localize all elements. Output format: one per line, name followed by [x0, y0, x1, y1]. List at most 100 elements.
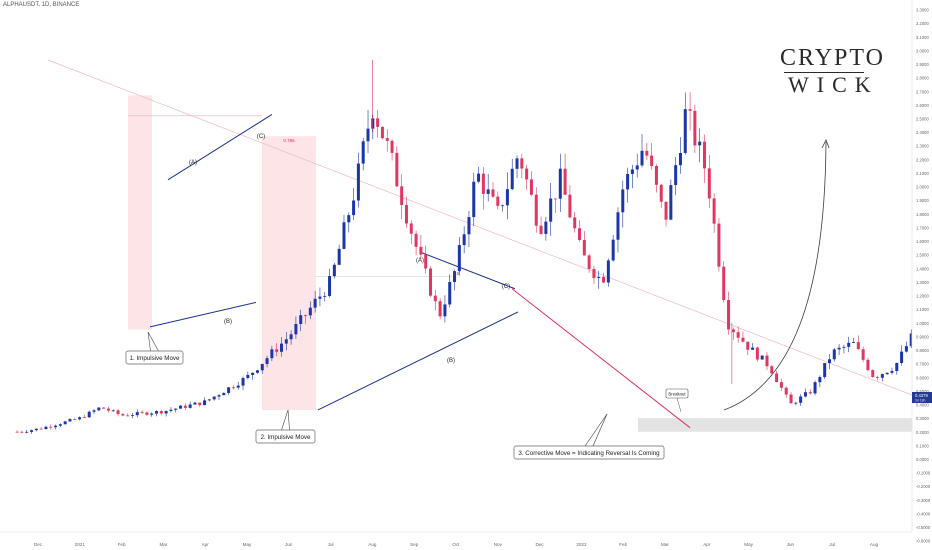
- candle-body: [703, 141, 707, 169]
- candle-body: [549, 198, 553, 222]
- candle-body: [347, 215, 351, 223]
- time-tick-label: Jun: [787, 542, 795, 547]
- candle-body: [808, 392, 812, 394]
- time-tick-label: Apr: [202, 542, 210, 547]
- callout-pointer: [281, 409, 289, 431]
- price-tick-label: 1.0000: [916, 321, 929, 326]
- candle-body: [87, 411, 91, 418]
- callout-box: [255, 429, 316, 444]
- price-tick-label: 0.2000: [916, 430, 929, 435]
- price-tick-label: 1.1000: [916, 307, 929, 312]
- candle-body: [496, 196, 500, 206]
- candle-body: [251, 372, 255, 375]
- price-tick-label: 0.3000: [916, 416, 929, 421]
- candle-body: [361, 141, 365, 164]
- candle-body: [44, 426, 48, 430]
- candle-body: [78, 417, 82, 420]
- price-tick-label: 2.2000: [916, 157, 929, 162]
- time-tick-label: Dec: [34, 542, 43, 547]
- candle-body: [342, 222, 346, 249]
- candle-body: [25, 431, 29, 433]
- price-tick-label: 1.3000: [916, 280, 929, 285]
- time-tick-label: Nov: [494, 542, 503, 547]
- price-tick-label: 3.1000: [916, 35, 929, 40]
- candle-body: [433, 295, 437, 302]
- price-tick-label: -0.1000: [916, 471, 931, 476]
- candle-body: [799, 396, 803, 403]
- candle-body: [909, 333, 913, 347]
- candle-body: [621, 189, 625, 213]
- price-tick-label: 2.1000: [916, 171, 929, 176]
- candle-body: [183, 405, 187, 408]
- price-tick-label: 1.2000: [916, 294, 929, 299]
- candle-body: [789, 394, 793, 404]
- candle-body: [203, 400, 207, 406]
- candle-body: [558, 168, 562, 199]
- candle-body: [97, 407, 101, 411]
- candle-body: [68, 419, 72, 422]
- candle-body: [102, 407, 106, 409]
- price-tick-label: 1.6000: [916, 239, 929, 244]
- candle-body: [861, 349, 865, 360]
- candle-body: [481, 173, 485, 194]
- time-axis[interactable]: Dec 2021 Feb Mar Apr May Jun Jul Aug Sep Oct Nov Dec…: [0, 531, 912, 547]
- time-tick-label: Oct: [452, 542, 460, 547]
- price-tick-label: 0.7000: [916, 362, 929, 367]
- callout-corrective-move: 3. Corrective Move = Indicating Reversal…: [518, 450, 660, 457]
- candle-body: [717, 223, 721, 267]
- price-tick-label: 0.0000: [916, 457, 929, 462]
- price-tick-label: 1.8000: [916, 212, 929, 217]
- impulse-zone-2: [262, 136, 316, 410]
- price-tick-label: 0.8000: [916, 348, 929, 353]
- candle-body: [529, 179, 533, 195]
- candle-body: [654, 165, 658, 185]
- candle-body: [467, 217, 471, 235]
- candle-body: [592, 268, 596, 279]
- candle-body: [376, 118, 380, 127]
- candle-body: [794, 402, 798, 404]
- candle-body: [501, 205, 505, 207]
- price-tick-label: 1.4000: [916, 266, 929, 271]
- candle-body: [765, 355, 769, 367]
- projection-arrowhead: [821, 139, 830, 149]
- callout-pointer: [287, 409, 290, 431]
- candle-body: [823, 362, 827, 378]
- fib-label: 0.786: [283, 138, 295, 143]
- last-price-value: 0.4379: [915, 393, 928, 398]
- candle-body: [380, 126, 384, 139]
- candle-body: [688, 109, 692, 111]
- time-tick-label: Jul: [829, 542, 835, 547]
- candle-body: [106, 408, 110, 411]
- candle-body: [438, 301, 442, 317]
- candle-body: [111, 410, 115, 412]
- candle-body: [82, 417, 86, 419]
- candle-body: [179, 405, 183, 409]
- candle-body: [34, 428, 38, 431]
- candle-body: [193, 402, 197, 405]
- price-axis[interactable]: 3.60003.50003.40003.30003.20003.10003.00…: [911, 0, 932, 550]
- time-tick-label: Aug: [870, 542, 879, 547]
- ticker-label: ALPHAUSDT, 1D, BINANCE: [3, 2, 80, 8]
- price-tick-label: 1.9000: [916, 198, 929, 203]
- candle-body: [746, 341, 750, 350]
- annotations: (A) (B) (C) (A) (B) (C) 0.786 0.5 1. Impulsive M…: [125, 134, 932, 460]
- price-tick-label: 3.3000: [916, 8, 929, 13]
- candle-body: [832, 349, 836, 360]
- candle-body: [457, 245, 461, 272]
- price-tick-label: -0.4000: [916, 511, 931, 516]
- fib-label: 0.5: [453, 271, 460, 276]
- candle-body: [313, 298, 317, 308]
- candle-body: [400, 186, 404, 206]
- candle-body: [356, 163, 360, 201]
- wave-trendline: [167, 113, 273, 181]
- wave-label: (C): [257, 134, 265, 140]
- candle-body: [803, 392, 807, 397]
- candle-body: [587, 255, 591, 269]
- candle-body: [260, 363, 264, 371]
- last-price-countdown: 3d 18h: [915, 399, 925, 403]
- candle-body: [236, 385, 240, 388]
- breakout-pointer: [676, 397, 682, 413]
- callout-pointer: [584, 413, 608, 447]
- candle-body: [602, 276, 606, 283]
